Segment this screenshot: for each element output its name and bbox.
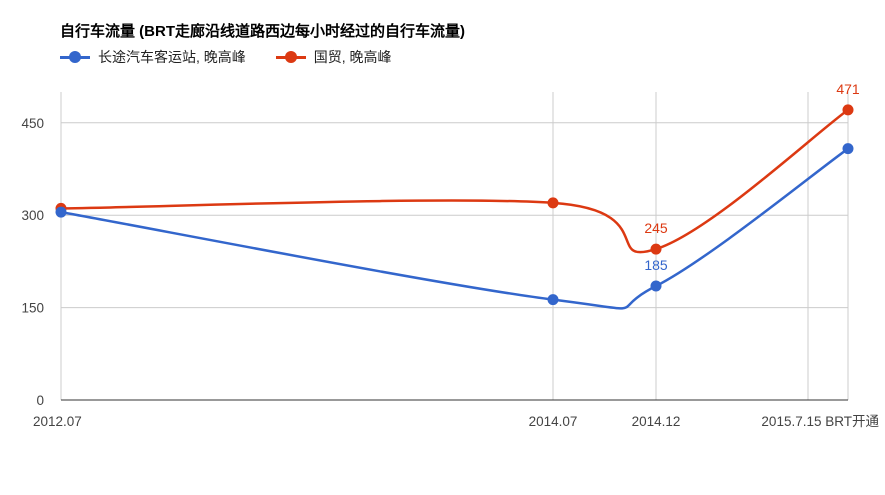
data-point-series-1 [547, 294, 559, 306]
data-label-series-2: 245 [644, 220, 668, 236]
legend-label-series-2: 国贸, 晚高峰 [313, 49, 392, 65]
data-point-series-2 [842, 104, 854, 116]
x-tick-label: 2012.07 [33, 414, 82, 429]
legend-label-series-1: 长途汽车客运站, 晚高峰 [98, 49, 246, 65]
data-point-series-2 [650, 243, 662, 255]
data-point-series-1 [842, 143, 854, 155]
y-tick-label: 450 [21, 116, 44, 131]
data-point-series-1 [650, 280, 662, 292]
y-tick-label: 0 [36, 393, 44, 408]
data-point-series-2 [547, 197, 559, 209]
legend: 长途汽车客运站, 晚高峰 国贸, 晚高峰 [60, 47, 392, 67]
legend-item-series-2[interactable]: 国贸, 晚高峰 [275, 47, 392, 67]
y-tick-label: 150 [21, 301, 44, 316]
x-tick-label: 2015.7.15 BRT开通 [761, 414, 879, 429]
legend-swatch-series-1 [60, 51, 90, 63]
y-tick-label: 300 [21, 208, 44, 223]
legend-item-series-1[interactable]: 长途汽车客运站, 晚高峰 [60, 47, 246, 67]
x-tick-label: 2014.12 [632, 414, 681, 429]
data-label-series-1: 185 [644, 257, 668, 273]
data-point-series-1 [55, 206, 67, 218]
x-tick-label: 2014.07 [529, 414, 578, 429]
series-line-2 [60, 108, 849, 254]
legend-swatch-series-2 [275, 51, 306, 63]
data-label-series-2: 471 [836, 81, 860, 97]
series-line-1 [60, 147, 849, 310]
chart-title: 自行车流量 (BRT走廊沿线道路西边每小时经过的自行车流量) [60, 23, 465, 40]
